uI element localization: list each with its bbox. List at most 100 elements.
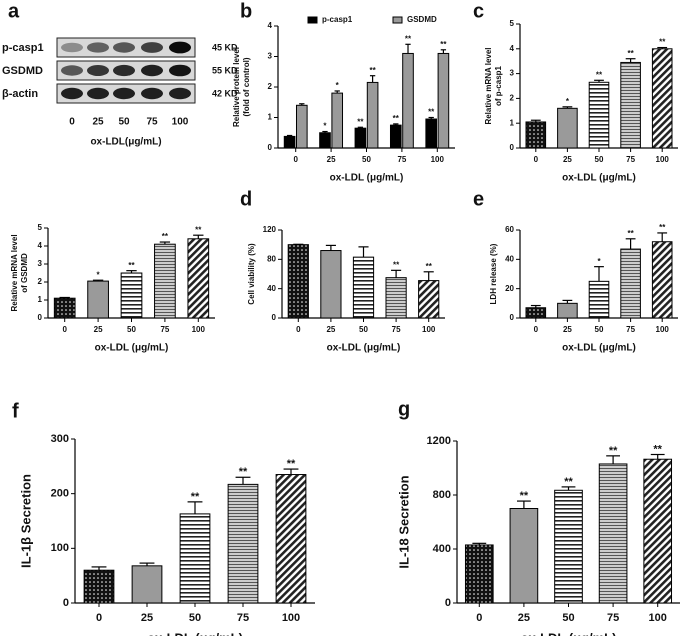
panel-letter: b xyxy=(240,0,252,22)
significance-label: ** xyxy=(162,232,169,241)
x-tick-label: 75 xyxy=(392,325,401,334)
bar xyxy=(319,132,331,149)
legend-label: GSDMD xyxy=(407,15,437,24)
y-axis-label: Relative mRNA level xyxy=(10,234,19,311)
bar xyxy=(131,565,163,604)
x-axis-label: ox-LDL (μg/mL) xyxy=(562,343,636,354)
x-tick-label: 100 xyxy=(422,325,436,334)
chart-panel: b 0 1 2 3 4 0 25 50 75 100 ox-LDL (μg/mL) Relative p… xyxy=(232,0,455,184)
bar xyxy=(425,118,438,149)
y-tick-label: 5 xyxy=(510,19,515,28)
significance-label: ** xyxy=(596,70,603,79)
x-tick-label: 0 xyxy=(62,325,67,334)
bar xyxy=(588,280,610,319)
chart-panel: e 0 20 40 60 0 25 50 75 100 ox-LDL (μg/mL) LDH rele… xyxy=(473,188,678,354)
y-tick-label: 200 xyxy=(51,488,69,500)
blot-band xyxy=(87,65,109,76)
blot-row-label: GSDMD xyxy=(2,65,43,77)
y-tick-label: 80 xyxy=(267,254,276,263)
x-tick-label: 0 xyxy=(293,155,298,164)
bar xyxy=(525,121,547,149)
bar xyxy=(87,280,109,319)
bar xyxy=(83,569,115,604)
significance-label: * xyxy=(597,257,601,266)
bar xyxy=(320,250,342,319)
significance-label: ** xyxy=(520,490,529,502)
y-tick-label: 3 xyxy=(510,69,515,78)
bar xyxy=(588,81,610,149)
bar xyxy=(283,135,296,149)
significance-label: * xyxy=(323,122,327,131)
bar xyxy=(464,544,494,604)
x-tick-label: 25 xyxy=(327,155,336,164)
x-tick-label: 75 xyxy=(160,325,169,334)
x-tick-label: 0 xyxy=(476,612,482,624)
y-tick-label: 0 xyxy=(272,313,277,322)
y-tick-label: 100 xyxy=(51,542,69,554)
bar xyxy=(437,52,450,149)
blot-size-label: 55 KD xyxy=(212,65,238,75)
significance-label: ** xyxy=(627,49,634,58)
bar xyxy=(295,104,308,149)
chart-panel: f 0 100 200 300 0 25 50 75 100 ox-LDL (μg/mL) IL-1β… xyxy=(12,400,315,636)
panel-letter: a xyxy=(8,0,20,22)
blot-band xyxy=(87,42,109,53)
y-tick-label: 5 xyxy=(38,223,43,232)
x-axis-label: ox-LDL (μg/mL) xyxy=(95,343,169,354)
x-tick-label: 100 xyxy=(172,117,189,128)
x-axis-label: ox-LDL (μg/mL) xyxy=(521,630,617,636)
x-tick-label: 100 xyxy=(656,325,670,334)
y-tick-label: 0 xyxy=(445,597,451,609)
y-tick-label: 1 xyxy=(510,118,515,127)
y-tick-label: 3 xyxy=(38,259,43,268)
y-tick-label: 2 xyxy=(38,277,43,286)
significance-label: ** xyxy=(239,466,248,478)
y-tick-label: 800 xyxy=(433,489,451,501)
x-tick-label: 50 xyxy=(562,612,574,624)
y-tick-label: 4 xyxy=(38,241,43,250)
y-tick-label: 40 xyxy=(267,284,276,293)
y-tick-label: 0 xyxy=(38,313,43,322)
significance-label: * xyxy=(566,97,570,106)
blot-size-label: 45 KD xyxy=(212,42,238,52)
x-tick-label: 50 xyxy=(118,117,130,128)
x-tick-label: 100 xyxy=(649,612,667,624)
significance-label: ** xyxy=(659,38,666,47)
significance-label: ** xyxy=(195,225,202,234)
blot-band xyxy=(113,42,135,53)
bar xyxy=(53,297,76,319)
significance-label: ** xyxy=(564,476,573,488)
bar xyxy=(120,272,143,319)
x-tick-label: 75 xyxy=(607,612,619,624)
significance-label: ** xyxy=(426,262,433,271)
chart-panel: d 0 40 80 120 0 25 50 75 100 ox-LDL (μg/mL) Cell vi… xyxy=(240,188,445,354)
significance-label: ** xyxy=(128,261,135,270)
significance-label: ** xyxy=(440,40,447,49)
y-tick-label: 0 xyxy=(63,597,69,609)
x-tick-label: 0 xyxy=(96,612,102,624)
y-tick-label: 20 xyxy=(505,284,514,293)
significance-label: ** xyxy=(393,260,400,269)
significance-label: ** xyxy=(191,491,200,503)
legend-swatch xyxy=(392,16,403,24)
blot-band xyxy=(87,87,109,100)
bar xyxy=(179,513,211,604)
x-tick-label: 50 xyxy=(189,612,201,624)
blot-band xyxy=(169,41,191,54)
x-tick-label: 25 xyxy=(141,612,153,624)
bar xyxy=(557,302,578,319)
y-tick-label: 1 xyxy=(38,295,43,304)
x-tick-label: 50 xyxy=(595,325,604,334)
y-axis-label: of GSDMD xyxy=(20,253,29,293)
significance-label: ** xyxy=(659,223,666,232)
legend-label: p-casp1 xyxy=(322,15,353,24)
bar xyxy=(154,243,176,319)
y-tick-label: 400 xyxy=(433,543,451,555)
bar xyxy=(525,307,547,319)
bar xyxy=(331,92,344,149)
y-axis-label: Relative protein level xyxy=(232,47,241,127)
chart-panel: g 0 400 800 1200 0 25 50 75 100 ox-LDL (μg/mL) IL-1… xyxy=(396,398,680,636)
x-axis-label: ox-LDL (μg/mL) xyxy=(147,630,243,636)
